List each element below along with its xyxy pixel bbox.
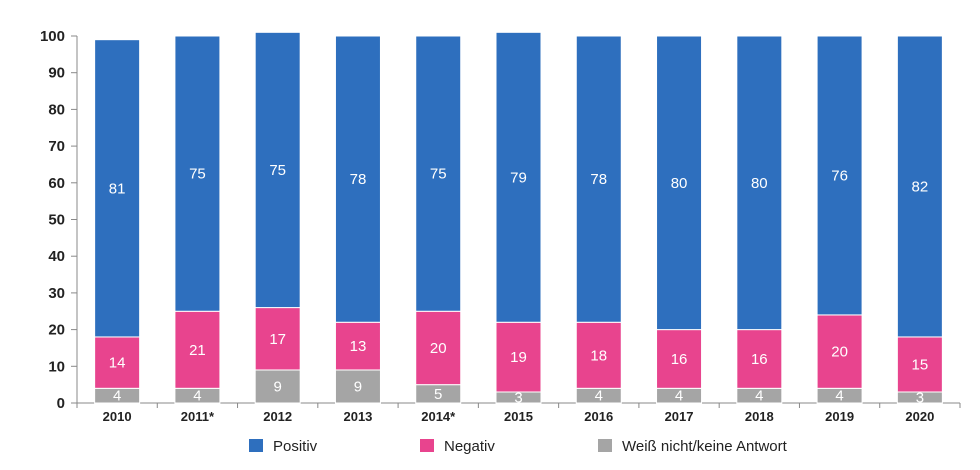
data-label: 3 [514,389,522,406]
y-tick-label: 70 [48,138,65,155]
data-label: 4 [755,388,763,405]
y-tick-label: 50 [48,212,65,229]
data-label: 16 [671,351,688,368]
y-tick-label: 100 [40,28,65,45]
bar-segment [334,321,381,371]
data-label: 18 [590,347,607,364]
data-label: 75 [269,162,286,179]
legend-swatch [598,439,612,452]
data-label: 82 [912,178,929,195]
data-label: 4 [193,388,201,405]
x-tick-label: 2019 [825,409,854,424]
legend-swatch [249,439,263,452]
data-label: 80 [671,175,688,192]
x-tick-label: 2016 [584,409,613,424]
legend-label: Negativ [444,438,495,455]
data-label: 9 [274,378,282,395]
data-label: 75 [430,166,447,183]
bar-segment [896,336,943,393]
data-label: 78 [350,171,367,188]
bar-segment [334,35,381,323]
data-label: 4 [113,388,121,405]
bar-segment [94,336,141,389]
data-label: 4 [675,388,683,405]
legend-label: Positiv [273,438,318,455]
bar-segment [94,39,141,338]
bar-segment [656,35,703,331]
legend-label: Weiß nicht/keine Antwort [622,438,788,455]
y-tick-label: 30 [48,285,65,302]
data-label: 16 [751,351,768,368]
bar-segment [495,31,542,323]
data-label: 20 [430,340,447,357]
data-label: 75 [189,166,206,183]
x-tick-label: 2013 [343,409,372,424]
legend-swatch [420,439,434,452]
y-tick-label: 80 [48,101,65,118]
bar-segment [575,321,622,389]
data-label: 4 [595,388,603,405]
x-tick-label: 2014* [421,409,456,424]
data-label: 80 [751,175,768,192]
y-tick-label: 60 [48,175,65,192]
bar-segment [816,35,863,316]
y-tick-label: 90 [48,65,65,82]
data-label: 81 [109,180,126,197]
bar-segment [896,35,943,338]
y-tick-label: 10 [48,358,65,375]
data-label: 79 [510,169,527,186]
data-label: 76 [831,167,848,184]
x-tick-label: 2018 [745,409,774,424]
data-label: 9 [354,378,362,395]
bar-segment [736,35,783,331]
bar-segment [334,369,381,404]
x-tick-label: 2017 [665,409,694,424]
bar-segment [174,310,221,389]
bar-segment [415,310,462,386]
data-label: 78 [590,171,607,188]
data-label: 14 [109,355,126,372]
y-tick-label: 40 [48,248,65,265]
data-label: 15 [912,356,929,373]
data-label: 21 [189,342,206,359]
data-label: 4 [835,388,843,405]
x-tick-label: 2011* [181,409,215,424]
bar-segment [736,329,783,389]
bar-segment [254,307,301,371]
bar-segment [174,35,221,312]
y-tick-label: 20 [48,322,65,339]
x-tick-label: 2020 [905,409,934,424]
data-label: 20 [831,344,848,361]
data-label: 17 [269,331,286,348]
data-label: 3 [916,389,924,406]
data-label: 13 [350,338,367,355]
x-tick-label: 2010 [103,409,132,424]
bar-segment [575,35,622,323]
y-tick-label: 0 [57,395,65,412]
bar-segment [656,329,703,389]
x-tick-label: 2012 [263,409,292,424]
bar-segment [254,31,301,309]
data-label: 19 [510,349,527,366]
data-label: 5 [434,386,442,403]
x-tick-label: 2015 [504,409,533,424]
bar-segment [415,35,462,312]
